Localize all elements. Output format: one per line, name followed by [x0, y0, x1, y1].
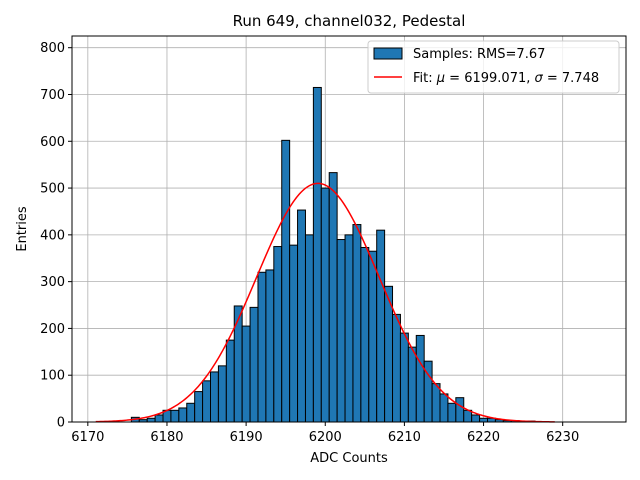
histogram-bar [241, 325, 251, 423]
y-axis-label: Entries [15, 206, 30, 252]
fit-line [95, 182, 555, 423]
histogram-bar [399, 332, 409, 423]
histogram-bar [439, 393, 449, 423]
y-tick-label: 200 [40, 322, 65, 337]
histogram-bar [479, 417, 489, 423]
histogram-bar [210, 371, 219, 423]
histogram-bar [407, 346, 417, 423]
legend-fit-sigma-text: = 7.748 [543, 71, 599, 86]
histogram-bar [431, 383, 441, 423]
x-tick-label: 6230 [546, 430, 579, 445]
histogram-bar [233, 305, 243, 423]
y-tick-label: 800 [40, 41, 65, 56]
histogram-bar [471, 414, 481, 423]
histogram-bars [130, 86, 536, 423]
x-axis-label: ADC Counts [310, 451, 388, 466]
histogram-bar [344, 234, 354, 423]
legend-fit-prefix: Fit: [413, 71, 437, 86]
histogram-bar [320, 187, 330, 423]
legend-box [367, 40, 620, 94]
y-tick-label: 0 [57, 416, 65, 431]
x-tick-label: 6210 [388, 430, 421, 445]
histogram-bar [178, 407, 188, 423]
chart-title: Run 649, channel032, Pedestal [233, 12, 466, 30]
histogram-bar [336, 239, 346, 423]
y-tick-label: 500 [40, 182, 65, 197]
x-tick-label: 6190 [230, 430, 263, 445]
histogram-bar [297, 209, 306, 423]
histogram-bar [463, 409, 473, 423]
histogram-bar [360, 246, 370, 423]
x-tick-label: 6200 [309, 430, 342, 445]
legend-fit-mu-symbol: μ [436, 71, 445, 86]
legend-fit-sigma-symbol: σ [535, 71, 544, 86]
histogram-bar [328, 172, 338, 423]
histogram-bar [368, 250, 378, 423]
histogram-bar [352, 224, 362, 423]
y-tick-label: 700 [40, 88, 65, 103]
x-tick-label: 6170 [71, 430, 104, 445]
histogram-bar [170, 409, 180, 423]
histogram-bar [265, 269, 275, 423]
histogram-bar [415, 334, 425, 423]
y-tick-label: 400 [40, 228, 65, 243]
histogram-bar [186, 402, 196, 423]
histogram-bar [392, 313, 401, 423]
histogram-bar [249, 306, 259, 423]
histogram-bar [154, 414, 164, 423]
plot-frame [71, 35, 627, 423]
x-axis: 6170 6180 6190 6200 6210 6220 6230 [71, 422, 579, 445]
histogram-bar [304, 234, 314, 423]
histogram-bar [146, 417, 156, 423]
histogram-bar [455, 397, 465, 423]
histogram-bar [257, 271, 267, 423]
legend-label-samples: Samples: RMS=7.67 [413, 47, 545, 62]
legend-fit-mu-text: = 6199.071, [445, 71, 534, 86]
legend-label-fit: Fit: μ = 6199.071, σ = 7.748 [413, 71, 599, 86]
histogram-bar [273, 246, 283, 423]
x-tick-label: 6180 [150, 430, 183, 445]
legend-swatch-samples [373, 47, 403, 60]
histogram-bar [312, 86, 322, 423]
histogram-bar [225, 339, 235, 423]
legend: Samples: RMS=7.67 Fit: μ = 6199.071, σ =… [367, 40, 620, 94]
histogram-bar [447, 402, 457, 423]
y-axis: 0 100 200 300 400 500 600 700 800 [40, 41, 72, 431]
histogram-bar [281, 139, 291, 423]
histogram-bar [202, 380, 211, 423]
histogram-bar [217, 365, 227, 423]
histogram-bar [194, 391, 204, 423]
x-tick-label: 6220 [467, 430, 500, 445]
y-tick-label: 600 [40, 135, 65, 150]
histogram-bar [289, 244, 299, 423]
histogram-bar [376, 229, 386, 423]
y-tick-label: 100 [40, 369, 65, 384]
y-tick-label: 300 [40, 275, 65, 290]
